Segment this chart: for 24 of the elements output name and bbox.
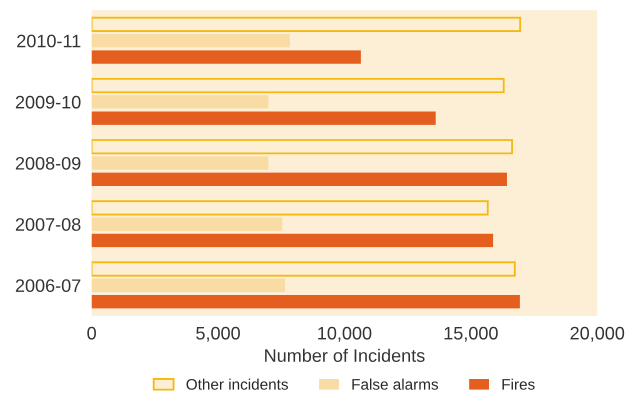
x-axis-title: Number of Incidents <box>265 348 425 362</box>
bar <box>92 172 507 186</box>
y-tick-label: 2009-10 <box>16 96 81 109</box>
x-tick-label: 5,000 <box>196 326 240 342</box>
bar <box>92 50 361 64</box>
x-tick-label: 0 <box>87 326 96 340</box>
x-tick-label: 20,000 <box>570 326 624 342</box>
x-tick-label: 10,000 <box>318 326 372 342</box>
y-tick-label: 2010-11 <box>17 34 80 48</box>
bar <box>92 294 520 308</box>
bar <box>92 234 494 248</box>
y-tick-label: 2007-08 <box>16 218 80 231</box>
legend-label: Fires <box>502 378 535 390</box>
legend-label: False alarms <box>352 378 438 390</box>
y-tick-label: 2006-07 <box>16 279 80 292</box>
bar <box>92 156 268 170</box>
legend-label: Other incidents <box>186 378 288 390</box>
y-tick-label: 2008-09 <box>16 156 80 170</box>
bar <box>92 217 282 231</box>
bar <box>92 111 436 125</box>
bar <box>92 34 290 48</box>
x-tick-label: 15,000 <box>444 326 498 342</box>
bar <box>92 278 286 292</box>
bar <box>92 95 268 109</box>
